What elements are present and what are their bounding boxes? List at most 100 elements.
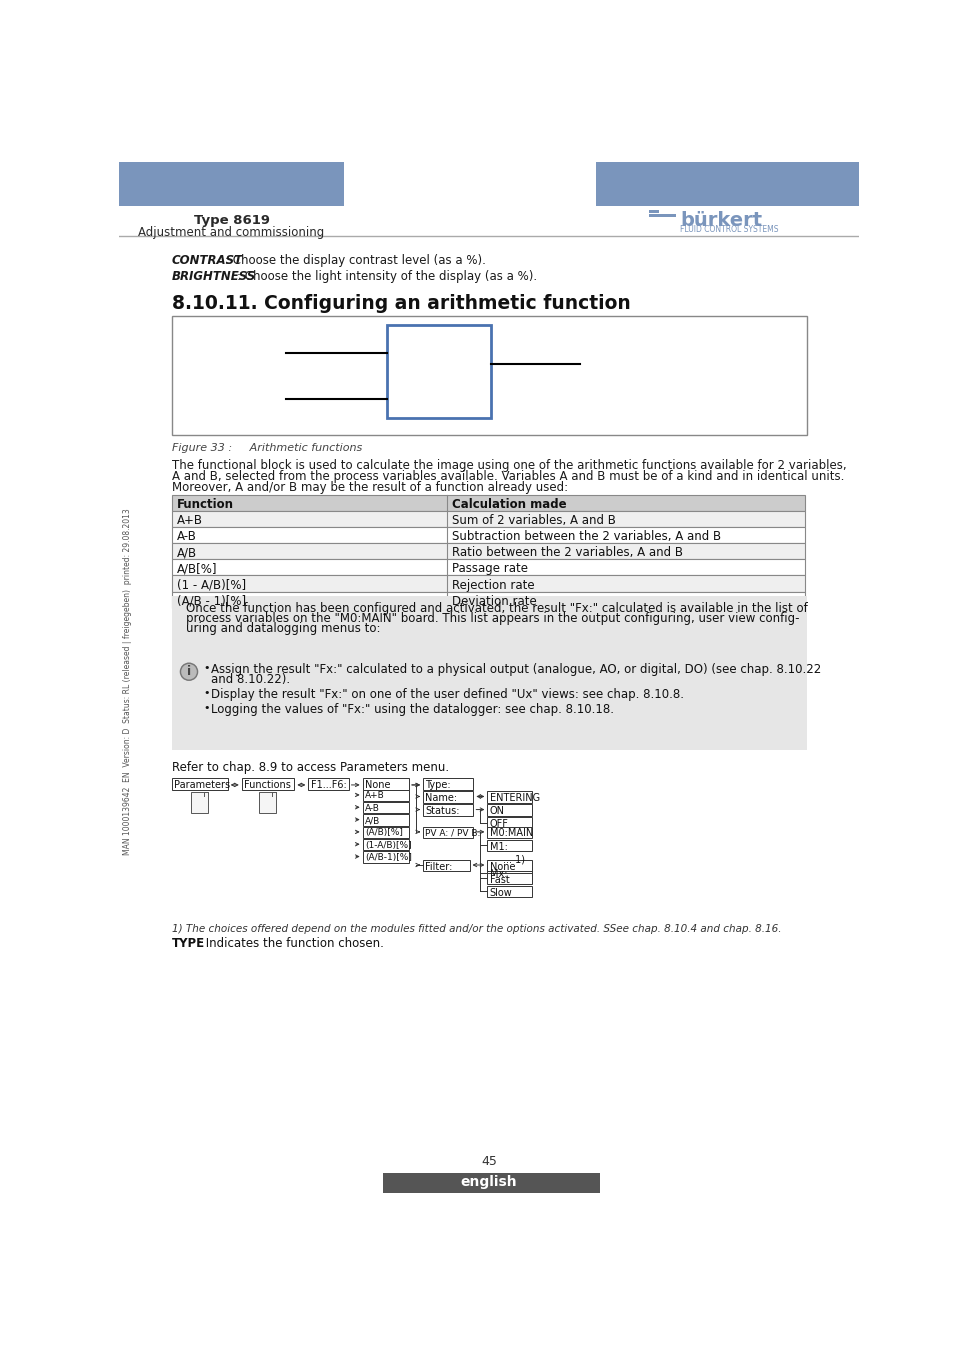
Bar xyxy=(422,860,469,871)
Text: Adjustment and commissioning: Adjustment and commissioning xyxy=(138,225,324,239)
Text: (A/B)[%]: (A/B)[%] xyxy=(365,829,402,837)
Text: Mx:: Mx: xyxy=(489,869,507,879)
Bar xyxy=(487,860,532,871)
Text: ENTERING: ENTERING xyxy=(489,792,539,803)
Text: •: • xyxy=(203,703,210,713)
Text: A/B: A/B xyxy=(365,817,380,825)
Text: Parameters: Parameters xyxy=(174,780,231,790)
Text: Logging the values of "Fx:" using the datalogger: see chap. 8.10.18.: Logging the values of "Fx:" using the da… xyxy=(211,703,613,717)
Bar xyxy=(172,543,804,559)
Bar xyxy=(172,526,804,543)
Bar xyxy=(596,162,858,207)
Text: Slow: Slow xyxy=(489,888,512,898)
Text: Moreover, A and/or B may be the result of a function already used:: Moreover, A and/or B may be the result o… xyxy=(172,481,567,494)
Text: english: english xyxy=(460,1176,517,1189)
Bar xyxy=(172,591,804,608)
Text: 45: 45 xyxy=(480,1156,497,1168)
Bar xyxy=(487,805,532,815)
Text: Type:: Type: xyxy=(425,780,451,790)
Bar xyxy=(487,826,532,838)
Circle shape xyxy=(180,663,197,680)
Bar xyxy=(648,215,675,216)
Text: Fast: Fast xyxy=(489,875,509,884)
Bar xyxy=(487,867,532,879)
Bar xyxy=(648,209,651,213)
Bar xyxy=(362,814,409,826)
Text: ON: ON xyxy=(489,806,504,817)
Bar xyxy=(656,209,659,213)
Text: Status:: Status: xyxy=(425,806,459,817)
Text: and 8.10.22).: and 8.10.22). xyxy=(211,674,290,686)
Bar xyxy=(362,778,409,790)
Bar xyxy=(422,805,473,815)
Text: Display the result "Fx:" on one of the user defined "Ux" views: see chap. 8.10.8: Display the result "Fx:" on one of the u… xyxy=(211,688,683,701)
Bar xyxy=(172,597,806,657)
Bar xyxy=(362,838,409,850)
Text: None: None xyxy=(489,861,515,872)
Text: (1 - A/B)[%]: (1 - A/B)[%] xyxy=(177,579,246,591)
Text: OFF: OFF xyxy=(489,819,508,829)
Text: None: None xyxy=(365,780,390,790)
Bar xyxy=(382,1173,599,1193)
Text: Type 8619: Type 8619 xyxy=(193,215,270,227)
Text: ... 1): ... 1) xyxy=(502,855,524,864)
Bar xyxy=(422,778,473,790)
Bar xyxy=(652,209,655,213)
Text: Refer to chap. 8.9 to access Parameters menu.: Refer to chap. 8.9 to access Parameters … xyxy=(172,761,449,774)
Bar xyxy=(487,840,532,850)
Text: : Choose the light intensity of the display (as a %).: : Choose the light intensity of the disp… xyxy=(236,270,537,282)
Text: Name:: Name: xyxy=(425,792,457,803)
Bar xyxy=(422,791,473,803)
Text: Subtraction between the 2 variables, A and B: Subtraction between the 2 variables, A a… xyxy=(452,531,720,543)
Bar xyxy=(258,792,275,814)
Text: Function: Function xyxy=(177,498,234,510)
Bar xyxy=(386,325,491,417)
Bar xyxy=(119,162,344,207)
Text: F1...F6:: F1...F6: xyxy=(311,780,346,790)
Text: process variables on the "M0:MAIN" board. This list appears in the output config: process variables on the "M0:MAIN" board… xyxy=(186,612,799,625)
Text: M0:MAIN: M0:MAIN xyxy=(489,829,533,838)
Bar xyxy=(362,790,409,801)
Text: A/B: A/B xyxy=(177,547,197,559)
Bar xyxy=(308,778,348,790)
Text: Figure 33 :     Arithmetic functions: Figure 33 : Arithmetic functions xyxy=(172,443,362,454)
Text: Filter:: Filter: xyxy=(425,861,453,872)
Text: CONTRAST: CONTRAST xyxy=(172,254,243,267)
Bar xyxy=(362,850,409,863)
Text: (A/B-1)[%]: (A/B-1)[%] xyxy=(365,853,412,863)
Text: : Choose the display contrast level (as a %).: : Choose the display contrast level (as … xyxy=(224,254,485,267)
Text: BRIGHTNESS: BRIGHTNESS xyxy=(172,270,256,282)
Bar xyxy=(192,792,208,814)
Bar xyxy=(487,817,532,829)
Text: : Indicates the function chosen.: : Indicates the function chosen. xyxy=(198,937,384,950)
Text: M1:: M1: xyxy=(489,841,507,852)
Bar xyxy=(487,886,532,898)
Text: Assign the result "Fx:" calculated to a physical output (analogue, AO, or digita: Assign the result "Fx:" calculated to a … xyxy=(211,663,821,676)
Bar xyxy=(172,494,804,510)
Text: Passage rate: Passage rate xyxy=(452,563,528,575)
Bar xyxy=(172,778,228,790)
Text: TYPE: TYPE xyxy=(172,937,205,950)
Text: A+B: A+B xyxy=(365,791,384,801)
Text: (1-A/B)[%]: (1-A/B)[%] xyxy=(365,841,411,849)
Text: A and B, selected from the process variables available. Variables A and B must b: A and B, selected from the process varia… xyxy=(172,470,843,483)
Text: 8.10.11. Configuring an arithmetic function: 8.10.11. Configuring an arithmetic funct… xyxy=(172,294,630,313)
Text: Calculation made: Calculation made xyxy=(452,498,566,510)
Bar xyxy=(172,510,804,526)
Text: Functions: Functions xyxy=(244,780,291,790)
Text: Ratio between the 2 variables, A and B: Ratio between the 2 variables, A and B xyxy=(452,547,682,559)
Bar xyxy=(422,826,473,838)
Text: The functional block is used to calculate the image using one of the arithmetic : The functional block is used to calculat… xyxy=(172,459,845,472)
Text: A-B: A-B xyxy=(177,531,197,543)
Text: Deviation rate: Deviation rate xyxy=(452,595,537,608)
Bar xyxy=(487,791,532,803)
Bar xyxy=(172,657,806,751)
Text: Sum of 2 variables, A and B: Sum of 2 variables, A and B xyxy=(452,514,616,526)
Text: 1) The choices offered depend on the modules fitted and/or the options activated: 1) The choices offered depend on the mod… xyxy=(172,925,781,934)
Bar xyxy=(362,826,409,838)
Bar xyxy=(241,778,294,790)
Bar xyxy=(172,575,804,591)
Text: MAN 1000139642  EN  Version: D  Status: RL (released | freigegeben)  printed: 29: MAN 1000139642 EN Version: D Status: RL … xyxy=(123,509,132,855)
Bar xyxy=(362,802,409,814)
Text: FLUID CONTROL SYSTEMS: FLUID CONTROL SYSTEMS xyxy=(679,225,778,234)
